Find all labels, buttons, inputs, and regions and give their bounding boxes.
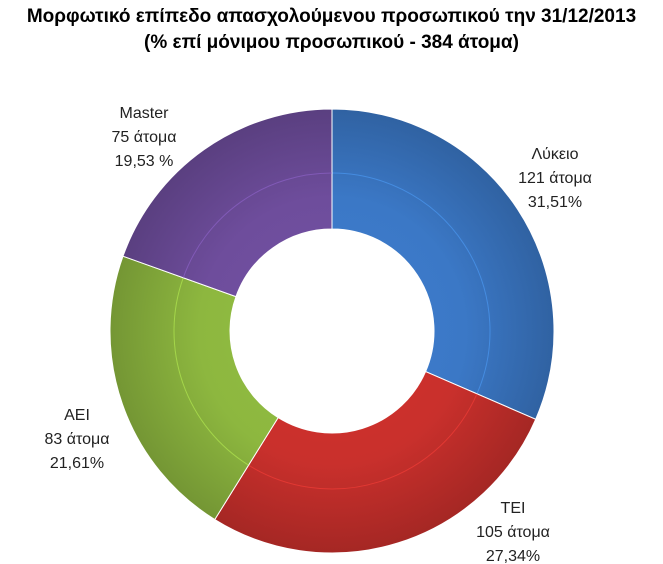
slice-label-master: Master <box>120 105 170 122</box>
slice-count-master: 75 άτομα <box>112 129 177 146</box>
slice-count-lykeio: 121 άτομα <box>518 170 592 187</box>
slice-percent-tei: 27,34% <box>486 548 540 564</box>
chart-subtitle: (% επί μόνιμου προσωπικού - 384 άτομα) <box>144 32 519 53</box>
ring-line-master <box>182 172 333 278</box>
slice-count-aei: 83 άτομα <box>45 431 110 448</box>
slice-label-tei: ΤΕΙ <box>501 500 526 517</box>
slice-percent-master: 19,53 % <box>115 153 174 170</box>
ring-line-aei <box>173 277 249 466</box>
ring-line-lykeio <box>331 172 491 395</box>
slice-label-aei: ΑΕΙ <box>64 407 90 424</box>
slice-tei <box>214 370 537 554</box>
slice-percent-lykeio: 31,51% <box>528 194 582 211</box>
slice-master <box>122 108 333 298</box>
slice-percent-aei: 21,61% <box>50 455 104 472</box>
ring-line-tei <box>248 393 478 490</box>
chart-title: Μορφωτικό επίπεδο απασχολούμενου προσωπι… <box>26 6 637 27</box>
slice-count-tei: 105 άτομα <box>476 524 550 541</box>
slice-label-lykeio: Λύκειο <box>531 146 578 163</box>
slice-aei <box>109 255 279 521</box>
slice-lykeio <box>331 108 555 420</box>
